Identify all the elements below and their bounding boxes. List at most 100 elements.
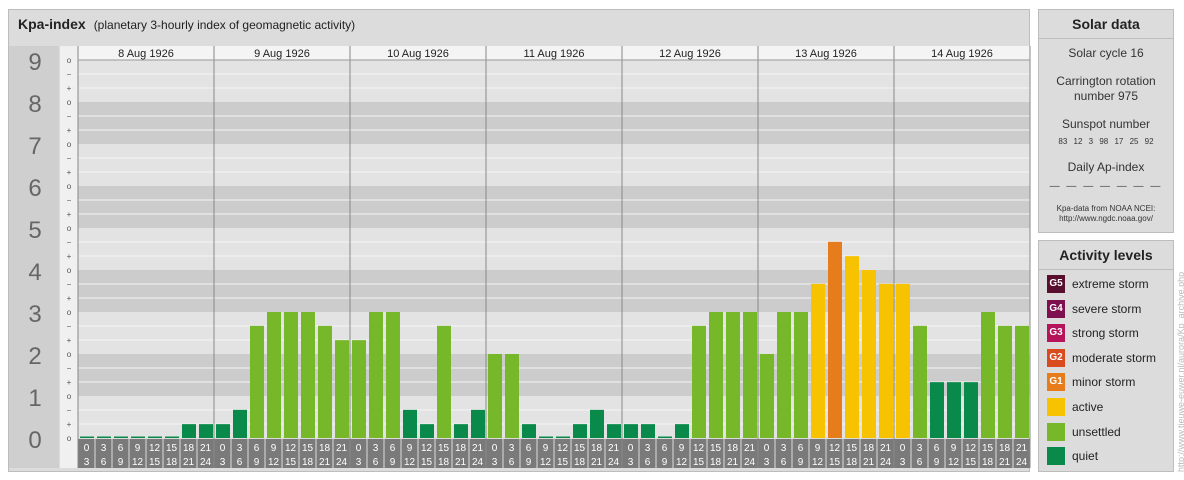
x-interval-cell (180, 439, 197, 468)
kpa-bar-chart: 0123456789o+−o+−o+−o+−o+−o+−o+−o+−o+−o8 … (9, 46, 1031, 468)
kp-bar (97, 436, 111, 438)
kp-bar (981, 312, 995, 438)
x-tick-end: 12 (676, 457, 688, 468)
x-tick-start: 12 (557, 443, 569, 454)
x-tick-end: 6 (237, 457, 243, 468)
sub-tick-label: + (67, 336, 72, 345)
y-tick-label: 6 (28, 175, 41, 202)
x-interval-cell (299, 439, 316, 468)
kp-bar (182, 424, 196, 438)
kp-bar (369, 312, 383, 438)
day-label: 9 Aug 1926 (254, 48, 310, 60)
x-interval-cell (129, 439, 146, 468)
x-interval-cell (962, 439, 979, 468)
sub-tick-label: − (67, 154, 72, 163)
x-tick-start: 15 (438, 443, 450, 454)
sub-tick-label: o (67, 140, 72, 149)
x-tick-start: 0 (492, 443, 498, 454)
source-link[interactable]: http://www.ngdc.noaa.gov/ (1059, 214, 1153, 223)
kp-bar (726, 312, 740, 438)
x-interval-cell (1013, 439, 1030, 468)
x-interval-cell (554, 439, 571, 468)
day-label: 10 Aug 1926 (387, 48, 449, 60)
x-tick-start: 15 (166, 443, 178, 454)
y-tick-label: 9 (28, 49, 41, 76)
legend-swatch (1047, 398, 1065, 416)
x-tick-end: 12 (812, 457, 824, 468)
x-tick-end: 15 (829, 457, 841, 468)
x-tick-start: 0 (628, 443, 634, 454)
x-interval-cell (486, 439, 503, 468)
kp-bar (573, 424, 587, 438)
x-interval-cell (945, 439, 962, 468)
activity-levels-heading: Activity levels (1039, 241, 1173, 270)
kp-bar (250, 325, 264, 438)
x-interval-cell (248, 439, 265, 468)
sub-tick-column (60, 46, 78, 468)
x-interval-cell (333, 439, 350, 468)
x-interval-cell (843, 439, 860, 468)
x-tick-start: 18 (183, 443, 195, 454)
x-tick-start: 3 (645, 443, 651, 454)
x-tick-end: 3 (492, 457, 498, 468)
x-tick-start: 21 (336, 443, 348, 454)
day-label: 12 Aug 1926 (659, 48, 721, 60)
x-tick-end: 18 (574, 457, 586, 468)
legend-item-strong-storm: G3 strong storm (1047, 324, 1139, 343)
x-tick-end: 15 (149, 457, 161, 468)
sub-tick-label: o (67, 308, 72, 317)
kp-bar (403, 409, 417, 438)
y-tick-label: 7 (28, 133, 41, 160)
x-tick-end: 6 (509, 457, 515, 468)
x-tick-end: 21 (591, 457, 603, 468)
legend-item-moderate-storm: G2 moderate storm (1047, 348, 1156, 367)
x-tick-end: 12 (268, 457, 280, 468)
x-interval-cell (214, 439, 231, 468)
sub-tick-label: + (67, 126, 72, 135)
kp-bar (301, 312, 315, 438)
x-interval-cell (673, 439, 690, 468)
x-tick-start: 18 (591, 443, 603, 454)
x-interval-cell (112, 439, 129, 468)
sub-tick-label: + (67, 84, 72, 93)
chart-title-main: Kpa-index (18, 16, 86, 32)
x-tick-end: 9 (118, 457, 124, 468)
sub-tick-label: + (67, 378, 72, 387)
x-tick-end: 21 (999, 457, 1011, 468)
x-tick-end: 24 (880, 457, 892, 468)
x-tick-start: 6 (526, 443, 532, 454)
kp-bar (879, 283, 893, 438)
kp-bar (148, 436, 162, 438)
day-label: 8 Aug 1926 (118, 48, 174, 60)
kp-bar (471, 409, 485, 438)
kp-bar (131, 436, 145, 438)
solar-data-panel: Solar data Solar cycle 16 Carrington rot… (1038, 9, 1174, 233)
x-interval-cell (571, 439, 588, 468)
legend-label: active (1072, 400, 1104, 414)
x-tick-end: 15 (965, 457, 977, 468)
x-interval-cell (537, 439, 554, 468)
legend-label: quiet (1072, 449, 1099, 464)
sunspot-values: 83 12 3 98 17 25 92 (1058, 137, 1154, 146)
x-tick-start: 9 (135, 443, 141, 454)
x-tick-end: 18 (166, 457, 178, 468)
x-tick-start: 3 (509, 443, 515, 454)
sub-tick-label: o (67, 392, 72, 401)
chart-title: Kpa-index (planetary 3-hourly index of ge… (18, 16, 355, 32)
legend-label: extreme storm (1072, 277, 1149, 291)
legend-label: severe storm (1072, 301, 1142, 316)
x-tick-start: 12 (693, 443, 705, 454)
sub-tick-label: − (67, 112, 72, 121)
x-interval-cell (894, 439, 911, 468)
x-tick-start: 12 (421, 443, 433, 454)
x-tick-end: 24 (608, 457, 620, 468)
x-interval-cell (231, 439, 248, 468)
kp-band (78, 144, 1030, 186)
legend-item-extreme-storm: G5 extreme storm (1047, 275, 1149, 293)
sub-tick-label: − (67, 196, 72, 205)
kp-bar (386, 312, 400, 438)
x-tick-start: 15 (574, 443, 586, 454)
legend-swatch: G1 (1047, 373, 1065, 392)
kp-bar (811, 283, 825, 438)
kp-bar (539, 436, 553, 438)
